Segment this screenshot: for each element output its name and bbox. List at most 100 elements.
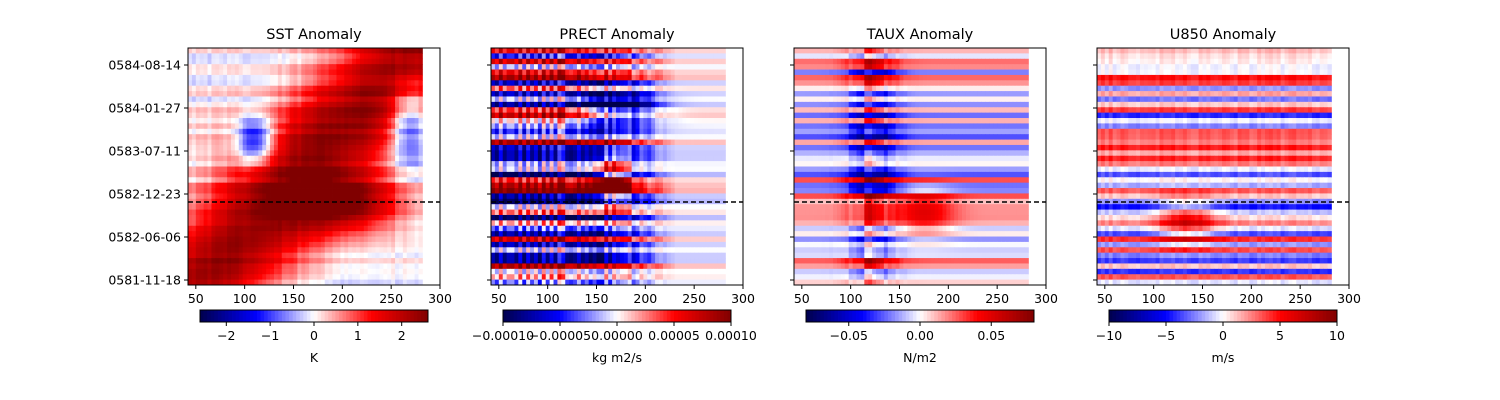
heatmap-cell — [639, 188, 644, 194]
heatmap-cell — [254, 204, 259, 210]
heatmap-cell — [352, 268, 357, 275]
heatmap-cell — [305, 241, 310, 248]
heatmap-cell — [328, 107, 333, 114]
heatmap-cell — [316, 182, 322, 189]
heatmap-cell — [328, 85, 333, 92]
heatmap-cell — [254, 263, 259, 270]
heatmap-cell — [530, 91, 535, 97]
heatmap-cell — [635, 177, 640, 184]
heatmap-cell — [619, 123, 625, 130]
heatmap-cell — [612, 53, 617, 60]
heatmap-cell — [266, 182, 271, 189]
heatmap-cell — [215, 64, 220, 70]
heatmap-cell — [188, 112, 193, 119]
heatmap-cell — [352, 139, 357, 146]
heatmap-cell — [573, 204, 578, 210]
heatmap-cell — [616, 128, 621, 135]
heatmap-cell — [635, 107, 640, 114]
heatmap-cell — [207, 177, 212, 184]
heatmap-cell — [238, 58, 244, 65]
heatmap-cell — [242, 85, 248, 92]
heatmap-cell — [215, 252, 220, 259]
heatmap-cell — [215, 53, 220, 60]
heatmap-cell — [203, 69, 208, 76]
heatmap-cell — [414, 258, 419, 264]
heatmap-cell — [588, 204, 593, 210]
heatmap-cell — [316, 91, 322, 97]
heatmap-cell — [494, 144, 500, 151]
heatmap-cell — [635, 220, 640, 227]
heatmap-cell — [297, 182, 302, 189]
heatmap-cell — [395, 214, 400, 221]
heatmap-cell — [301, 96, 306, 103]
heatmap-cell — [281, 231, 287, 237]
heatmap-cell — [215, 144, 220, 151]
heatmap-cell — [270, 225, 275, 232]
heatmap-cell — [502, 150, 508, 157]
heatmap-cell — [227, 64, 232, 70]
heatmap-cell — [301, 58, 306, 65]
heatmap-cell — [545, 150, 551, 157]
heatmap-cell — [277, 214, 283, 221]
heatmap-cell — [367, 231, 373, 237]
heatmap-cell — [207, 263, 212, 270]
heatmap-cell — [506, 139, 511, 146]
heatmap-cell — [199, 128, 205, 135]
heatmap-cell — [211, 274, 216, 281]
heatmap-cell — [398, 53, 404, 60]
heatmap-cell — [266, 247, 271, 254]
heatmap-cell — [662, 171, 668, 178]
heatmap-cell — [561, 247, 566, 254]
heatmap-cell — [352, 128, 357, 135]
heatmap-cell — [301, 112, 306, 119]
heatmap-cell — [277, 155, 283, 162]
heatmap-cell — [320, 198, 326, 205]
heatmap-cell — [383, 58, 388, 65]
heatmap-cell — [573, 220, 578, 227]
heatmap-cell — [530, 231, 535, 237]
heatmap-cell — [608, 107, 613, 114]
heatmap-cell — [510, 204, 515, 210]
heatmap-cell — [293, 53, 298, 60]
heatmap-cell — [674, 48, 679, 54]
heatmap-cell — [537, 91, 543, 97]
heatmap-cell — [674, 64, 679, 70]
heatmap-cells — [188, 48, 423, 286]
heatmap-cell — [195, 182, 201, 189]
colorbar-swatch — [242, 310, 247, 322]
heatmap-cell — [227, 91, 232, 97]
heatmap-cell — [367, 274, 373, 281]
heatmap-cell — [713, 214, 719, 221]
heatmap-cell — [363, 214, 369, 221]
heatmap-cell — [659, 123, 664, 130]
heatmap-cell — [701, 214, 707, 221]
heatmap-cell — [533, 247, 539, 254]
heatmap-cell — [242, 258, 248, 264]
heatmap-cell — [199, 231, 205, 237]
heatmap-cell — [533, 48, 539, 54]
heatmap-cell — [717, 171, 722, 178]
heatmap-cell — [352, 188, 357, 194]
heatmap-cell — [313, 53, 318, 60]
heatmap-cell — [191, 69, 197, 76]
heatmap-cell — [612, 193, 617, 200]
heatmap-cell — [238, 80, 244, 87]
heatmap-cell — [510, 161, 515, 167]
heatmap-cell — [674, 91, 679, 97]
heatmap-cell — [608, 64, 613, 70]
heatmap-cell — [375, 74, 380, 81]
heatmap-cell — [313, 69, 318, 76]
heatmap-cell — [363, 144, 369, 151]
heatmap-cell — [379, 258, 384, 264]
heatmap-cell — [387, 188, 392, 194]
heatmap-cell — [514, 241, 519, 248]
heatmap-cell — [686, 58, 691, 65]
heatmap-cell — [561, 80, 566, 87]
heatmap-cell — [246, 161, 251, 167]
heatmap-cell — [254, 247, 259, 254]
heatmap-cell — [662, 85, 668, 92]
heatmap-cell — [580, 241, 586, 248]
heatmap-cell — [383, 268, 388, 275]
heatmap-cell — [234, 171, 240, 178]
heatmap-cell — [694, 107, 699, 114]
